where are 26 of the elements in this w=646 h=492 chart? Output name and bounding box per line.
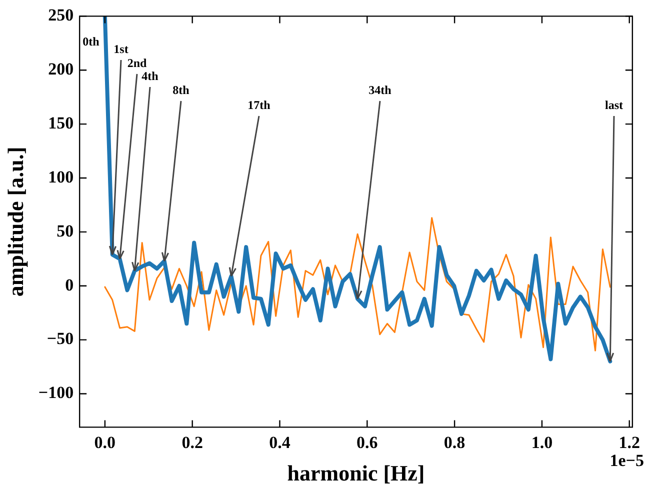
y-tick-label: 150 — [48, 113, 74, 132]
y-tick-label: −50 — [46, 329, 74, 348]
annotation: 17th — [248, 98, 271, 112]
y-tick-label: 250 — [48, 6, 74, 25]
x-tick-label: 0.0 — [94, 432, 116, 452]
y-tick-label: 100 — [48, 167, 74, 186]
x-tick-label: 0.4 — [269, 432, 291, 452]
annotation: 1st — [114, 42, 128, 56]
annotation: 0th — [82, 34, 100, 48]
x-tick-label: 0.2 — [182, 432, 203, 452]
y-tick-label: −100 — [38, 383, 74, 402]
annotation: last — [605, 98, 624, 112]
y-tick-label: 200 — [48, 60, 74, 79]
x-axis-title: harmonic [Hz] — [287, 460, 425, 486]
x-tick-label: 0.8 — [444, 432, 466, 452]
x-tick-label: 1.2 — [618, 432, 640, 452]
text: 1e−5 — [610, 451, 644, 470]
annotation: 34th — [368, 83, 392, 98]
annotation: 4th — [142, 69, 159, 84]
y-axis-title: amplitude [a.u.] — [2, 146, 28, 297]
y-tick-label: 0 — [65, 275, 74, 294]
x-tick-label: 0.6 — [356, 432, 378, 452]
x-tick-label: 1.0 — [531, 432, 553, 452]
annotation: 8th — [172, 83, 190, 98]
annotation: 2nd — [127, 56, 147, 70]
y-tick-label: 50 — [56, 221, 74, 240]
